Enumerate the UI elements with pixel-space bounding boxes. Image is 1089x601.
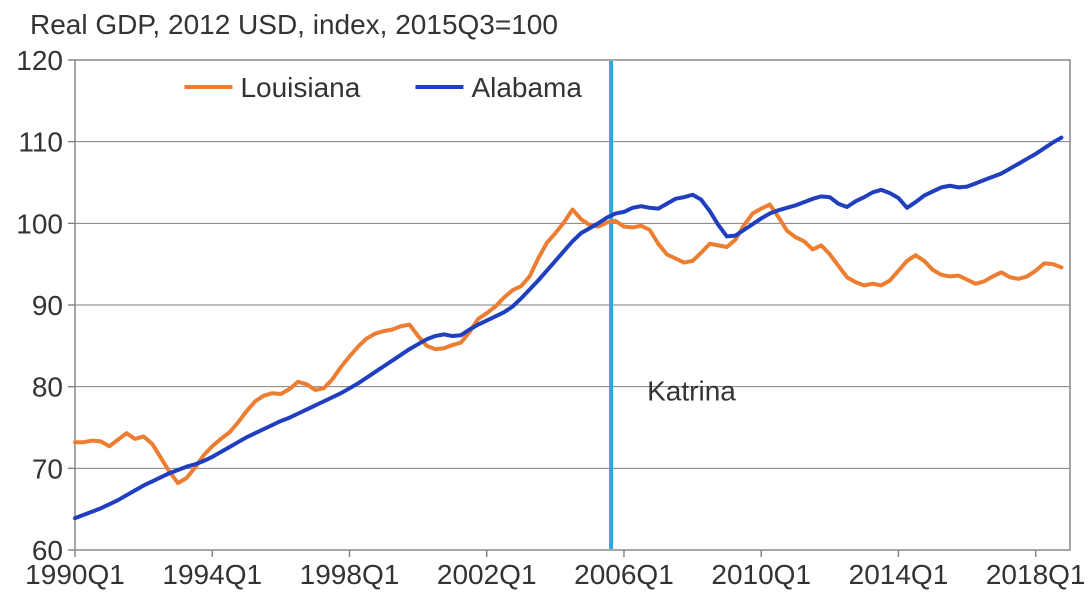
y-tick-label: 80 [32,372,63,403]
x-tick-label: 1994Q1 [162,559,262,590]
x-tick-label: 2018Q1 [986,559,1086,590]
katrina-label: Katrina [647,376,736,407]
y-tick-label: 100 [16,208,63,239]
x-tick-label: 2002Q1 [437,559,537,590]
legend-label: Alabama [471,72,582,103]
x-tick-label: 2014Q1 [849,559,949,590]
x-tick-label: 1990Q1 [25,559,125,590]
chart-title: Real GDP, 2012 USD, index, 2015Q3=100 [30,9,558,40]
legend-label: Louisiana [240,72,360,103]
x-tick-label: 1998Q1 [300,559,400,590]
y-tick-label: 70 [32,453,63,484]
x-tick-label: 2010Q1 [711,559,811,590]
y-tick-label: 110 [18,127,63,158]
chart-svg: Real GDP, 2012 USD, index, 2015Q3=100607… [0,0,1089,601]
y-tick-label: 120 [16,45,63,76]
y-tick-label: 90 [32,290,63,321]
x-tick-label: 2006Q1 [574,559,674,590]
chart-root: Real GDP, 2012 USD, index, 2015Q3=100607… [0,0,1089,601]
